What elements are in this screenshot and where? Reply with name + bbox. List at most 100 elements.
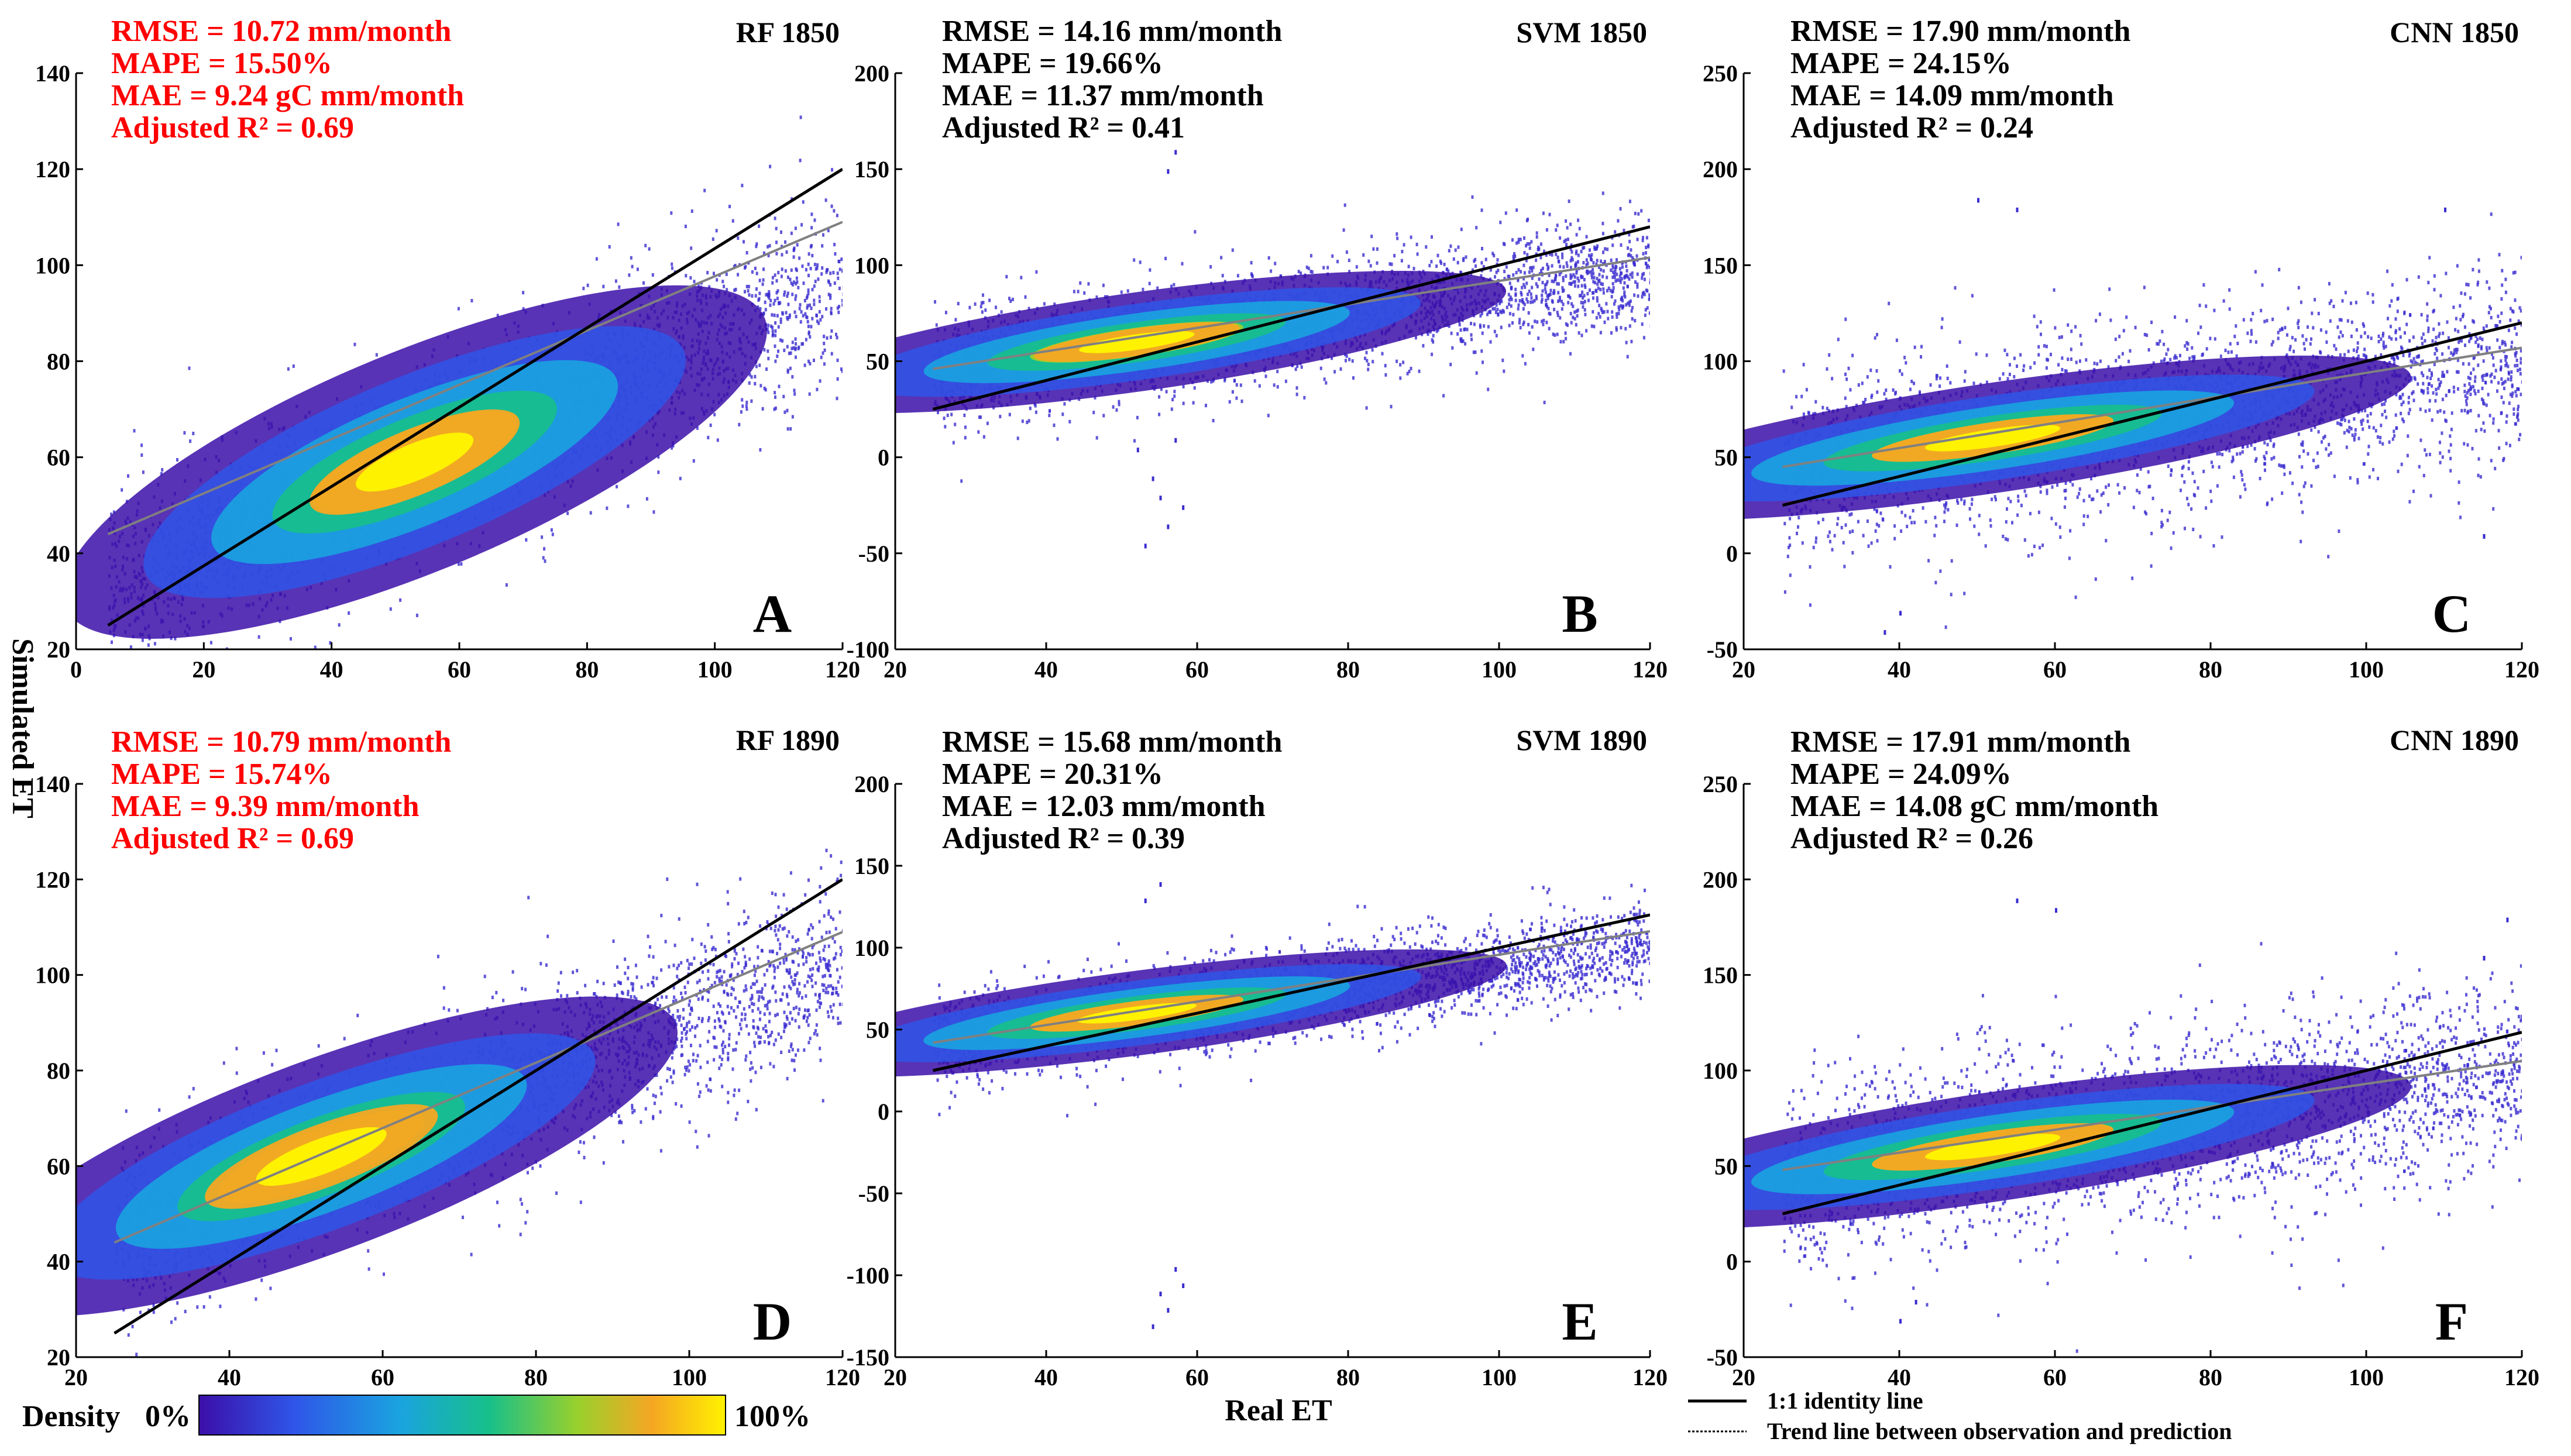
scatter-point (944, 425, 947, 429)
scatter-point (1482, 265, 1485, 269)
scatter-point (1614, 279, 1617, 283)
scatter-point (795, 342, 798, 346)
scatter-point (818, 300, 821, 304)
scatter-point (799, 159, 802, 163)
scatter-point (1531, 276, 1534, 280)
scatter-point (1628, 303, 1631, 307)
x-tick-label: 80 (575, 656, 599, 683)
scatter-point (1545, 253, 1548, 257)
scatter-point (723, 284, 726, 288)
scatter-point (1020, 276, 1023, 280)
scatter-point (1307, 266, 1310, 270)
scatter-point (1372, 360, 1374, 364)
scatter-point (964, 425, 967, 429)
scatter-point (140, 443, 143, 448)
scatter-point (822, 233, 824, 237)
scatter-point (544, 559, 546, 563)
scatter-point (1620, 271, 1623, 276)
scatter-point (642, 281, 645, 285)
scatter-point (809, 303, 812, 307)
scatter-point (1435, 264, 1438, 269)
scatter-point (671, 446, 673, 450)
scatter-point (1595, 316, 1598, 320)
scatter-point (1611, 263, 1614, 267)
scatter-point (1628, 239, 1631, 243)
scatter-point (1558, 282, 1560, 286)
scatter-point (816, 387, 819, 391)
scatter-point (1551, 264, 1553, 268)
scatter-point (974, 302, 977, 306)
scatter-point (1525, 281, 1528, 285)
scatter-point (832, 271, 835, 275)
scatter-point (1569, 266, 1572, 270)
scatter-point (793, 388, 796, 393)
scatter-point (1474, 257, 1477, 261)
scatter-point (842, 285, 843, 290)
scatter-point (1505, 265, 1508, 269)
scatter-point (811, 316, 814, 321)
scatter-point (1573, 310, 1576, 314)
scatter-point (978, 415, 981, 419)
scatter-point (693, 280, 696, 284)
scatter-point (1295, 386, 1298, 390)
scatter-point (543, 547, 546, 551)
scatter-point (1503, 277, 1506, 281)
scatter-point (843, 285, 845, 289)
scatter-point (1517, 268, 1520, 272)
scatter-point (1622, 286, 1625, 290)
scatter-point (806, 294, 809, 298)
scatter-point (1592, 268, 1594, 272)
scatter-point (835, 332, 837, 336)
scatter-point (1171, 398, 1174, 402)
scatter-point (1580, 250, 1583, 253)
scatter-point (1258, 384, 1261, 388)
scatter-point (745, 407, 748, 411)
scatter-point (147, 643, 150, 647)
scatter-point (1021, 419, 1024, 424)
scatter-point (1601, 191, 1604, 195)
scatter-point (1584, 312, 1587, 316)
scatter-point (767, 331, 770, 335)
scatter-point (121, 488, 123, 492)
scatter-point (1063, 402, 1066, 406)
scatter-point (108, 688, 111, 691)
scatter-point (774, 359, 777, 363)
scatter-point (1649, 271, 1650, 276)
scatter-point (110, 512, 113, 517)
scatter-point (808, 392, 811, 396)
scatter-point (1487, 387, 1490, 391)
scatter-point (781, 339, 784, 343)
scatter-point (800, 310, 803, 314)
scatter-point (813, 298, 816, 302)
scatter-point (457, 307, 460, 311)
scatter-point (1460, 337, 1463, 341)
scatter-point (1118, 400, 1120, 404)
scatter-point (1549, 288, 1552, 292)
scatter-point (1545, 290, 1547, 294)
scatter-point (1077, 290, 1080, 294)
scatter-point (1612, 286, 1615, 290)
scatter-point (505, 583, 508, 587)
scatter-point (830, 352, 833, 356)
scatter-point (1512, 312, 1515, 316)
scatter-point (1511, 238, 1514, 242)
scatter-point (1323, 377, 1326, 381)
scatter-point (1407, 264, 1410, 269)
scatter-point (1362, 253, 1365, 257)
scatter-point (1173, 394, 1176, 398)
scatter-point (1570, 321, 1573, 325)
scatter-point (1616, 312, 1618, 316)
scatter-point (1602, 250, 1604, 254)
scatter-point (755, 242, 758, 246)
scatter-point (1551, 253, 1553, 257)
scatter-point (781, 253, 783, 257)
scatter-point (1352, 376, 1355, 380)
scatter-point (798, 256, 801, 260)
scatter-point (1095, 436, 1098, 440)
scatter-point (748, 293, 751, 297)
scatter-point (1625, 269, 1628, 273)
scatter-point (1393, 254, 1396, 258)
scatter-point (827, 229, 830, 233)
scatter-point (836, 214, 838, 218)
scatter-point (1599, 331, 1602, 335)
